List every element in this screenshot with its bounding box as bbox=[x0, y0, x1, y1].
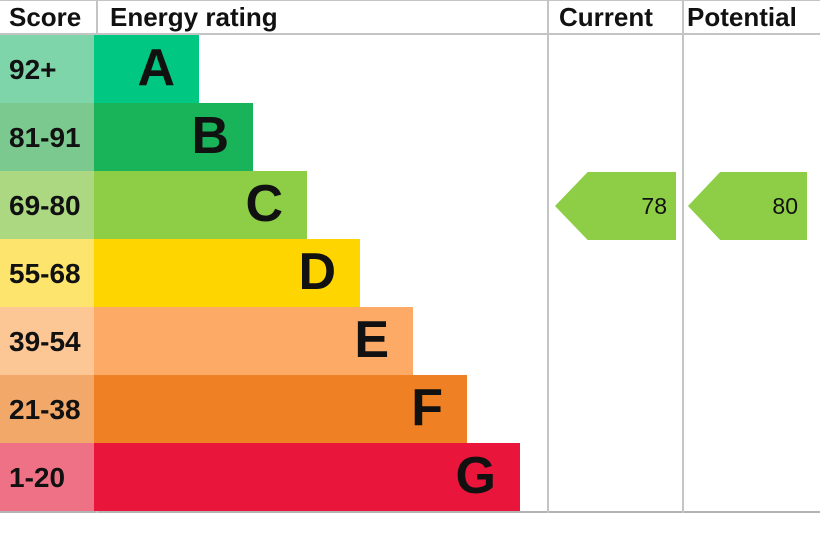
band-letter: G bbox=[455, 447, 496, 505]
band-bar: B bbox=[94, 103, 253, 171]
epc-band-row: 69-80 C bbox=[0, 171, 820, 239]
epc-band-row: 81-91 B bbox=[0, 103, 820, 171]
band-score-range: 92+ bbox=[0, 35, 94, 103]
potential-column-header: Potential bbox=[687, 2, 797, 32]
epc-band-row: 1-20 G bbox=[0, 443, 820, 511]
band-bar: C bbox=[94, 171, 307, 239]
band-score-range: 39-54 bbox=[0, 307, 94, 375]
band-letter: B bbox=[191, 107, 229, 165]
band-score-range: 21-38 bbox=[0, 375, 94, 443]
bottom-border-line bbox=[0, 511, 820, 513]
band-letter: C bbox=[245, 175, 283, 233]
band-score-range: 69-80 bbox=[0, 171, 94, 239]
band-bar: E bbox=[94, 307, 413, 375]
epc-band-row: 92+ A bbox=[0, 35, 820, 103]
band-bar: D bbox=[94, 239, 360, 307]
band-score-range: 1-20 bbox=[0, 443, 94, 511]
energy-rating-column-header: Energy rating bbox=[110, 2, 278, 32]
band-score-range: 81-91 bbox=[0, 103, 94, 171]
band-bar: G bbox=[94, 443, 520, 511]
epc-band-row: 55-68 D bbox=[0, 239, 820, 307]
top-border-line bbox=[0, 0, 820, 1]
current-column-divider bbox=[547, 0, 549, 513]
band-score-range: 55-68 bbox=[0, 239, 94, 307]
epc-band-row: 39-54 E bbox=[0, 307, 820, 375]
band-letter: D bbox=[298, 243, 336, 301]
band-bar: A bbox=[94, 35, 199, 103]
epc-band-row: 21-38 F bbox=[0, 375, 820, 443]
band-bar: F bbox=[94, 375, 467, 443]
band-letter: F bbox=[411, 379, 443, 437]
header-divider-line bbox=[0, 33, 820, 35]
current-column-header: Current bbox=[559, 2, 653, 32]
potential-column-divider bbox=[682, 0, 684, 513]
band-letter: A bbox=[137, 39, 175, 97]
band-letter: E bbox=[354, 311, 389, 369]
score-column-header: Score bbox=[9, 2, 82, 32]
